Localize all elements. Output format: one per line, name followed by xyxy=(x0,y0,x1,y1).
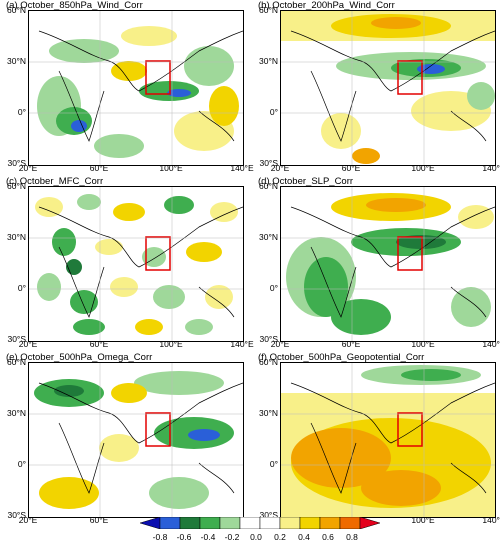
lat-label: 0° xyxy=(269,459,278,469)
lon-label: 100°E xyxy=(411,339,435,349)
lat-label: 30°N xyxy=(7,408,26,418)
lat-label: 0° xyxy=(17,283,26,293)
panel-title: (f) October_500hPa_Geopotential_Corr xyxy=(258,352,425,363)
lon-label: 20°E xyxy=(18,515,38,525)
lat-label: 60°N xyxy=(7,181,26,191)
map-plot xyxy=(28,362,244,518)
region-box xyxy=(145,60,171,95)
panel-title: (c) October_MFC_Corr xyxy=(6,176,104,187)
lat-label: 60°N xyxy=(259,357,278,367)
lon-label: 60°E xyxy=(89,339,109,349)
lat-label: 0° xyxy=(17,107,26,117)
region-box xyxy=(145,236,171,271)
map-plot xyxy=(28,10,244,166)
lon-label: 20°E xyxy=(270,339,290,349)
lat-label: 0° xyxy=(17,459,26,469)
lat-label: 30°S xyxy=(259,158,278,168)
colorbar-cell xyxy=(319,517,341,529)
colorbar-cell xyxy=(199,517,221,529)
lat-label: 30°N xyxy=(259,408,278,418)
colorbar-cell xyxy=(140,517,161,529)
colorbar-label: 0.8 xyxy=(346,532,358,542)
map-plot xyxy=(280,186,496,342)
lat-label: 60°N xyxy=(7,357,26,367)
lat-label: 30°S xyxy=(7,510,26,520)
lon-label: 140°E xyxy=(230,163,254,173)
panel-a: (a) October_850hPa_Wind_Corr 60°N 30°N 0… xyxy=(0,0,254,176)
panel-title: (a) October_850hPa_Wind_Corr xyxy=(6,0,143,11)
lon-label: 20°E xyxy=(18,163,38,173)
lat-label: 30°N xyxy=(259,232,278,242)
lon-label: 140°E xyxy=(482,515,500,525)
colorbar-cell xyxy=(359,517,380,529)
lat-label: 60°N xyxy=(7,5,26,15)
region-box xyxy=(397,236,423,271)
colorbar-label: -0.8 xyxy=(152,532,168,542)
lat-label: 30°N xyxy=(7,56,26,66)
region-box xyxy=(145,412,171,447)
lon-label: 20°E xyxy=(18,339,38,349)
colorbar-label: -0.4 xyxy=(200,532,216,542)
colorbar-label: 0.0 xyxy=(250,532,262,542)
panel-title: (e) October_500hPa_Omega_Corr xyxy=(6,352,153,363)
lat-label: 30°S xyxy=(259,510,278,520)
lon-label: 60°E xyxy=(89,515,109,525)
lat-label: 30°N xyxy=(7,232,26,242)
lon-label: 100°E xyxy=(159,339,183,349)
colorbar-label: -0.6 xyxy=(176,532,192,542)
panel-title: (b) October_200hPa_Wind_Corr xyxy=(258,0,395,11)
panel-f: (f) October_500hPa_Geopotential_Corr 60°… xyxy=(252,352,500,528)
lon-label: 60°E xyxy=(89,163,109,173)
colorbar-label: -0.2 xyxy=(224,532,240,542)
lon-label: 20°E xyxy=(270,163,290,173)
colorbar-label: 0.2 xyxy=(274,532,286,542)
colorbar-cell xyxy=(279,517,301,529)
lon-label: 140°E xyxy=(482,339,500,349)
colorbar-label: 0.4 xyxy=(298,532,310,542)
colorbar-cell xyxy=(179,517,201,529)
lon-label: 100°E xyxy=(411,515,435,525)
lat-label: 60°N xyxy=(259,5,278,15)
lat-label: 0° xyxy=(269,283,278,293)
panel-d: (d) October_SLP_Corr 60°N 30°N 0° 30°S 2… xyxy=(252,176,500,352)
panel-title: (d) October_SLP_Corr xyxy=(258,176,354,187)
colorbar-cell xyxy=(259,517,281,529)
colorbar-cell xyxy=(159,517,181,529)
panel-e: (e) October_500hPa_Omega_Corr 60°N 30°N … xyxy=(0,352,254,528)
lon-label: 140°E xyxy=(230,339,254,349)
colorbar-cell xyxy=(219,517,241,529)
colorbar-cell xyxy=(299,517,321,529)
colorbar xyxy=(140,517,380,529)
colorbar-cell xyxy=(339,517,361,529)
colorbar-cell xyxy=(239,517,261,529)
colorbar-label: 0.6 xyxy=(322,532,334,542)
lon-label: 60°E xyxy=(341,163,361,173)
map-plot xyxy=(280,10,496,166)
lon-label: 60°E xyxy=(341,339,361,349)
lat-label: 30°S xyxy=(259,334,278,344)
panel-b: (b) October_200hPa_Wind_Corr 60°N 30°N 0… xyxy=(252,0,500,176)
panel-c: (c) October_MFC_Corr 60°N 30°N 0° 30°S xyxy=(0,176,254,352)
lat-label: 30°S xyxy=(7,334,26,344)
lon-label: 140°E xyxy=(482,163,500,173)
lat-label: 60°N xyxy=(259,181,278,191)
lon-label: 100°E xyxy=(411,163,435,173)
region-box xyxy=(397,412,423,447)
lon-label: 100°E xyxy=(159,163,183,173)
lat-label: 30°N xyxy=(259,56,278,66)
lat-label: 30°S xyxy=(7,158,26,168)
map-plot xyxy=(280,362,496,518)
region-box xyxy=(397,60,423,95)
map-plot xyxy=(28,186,244,342)
lat-label: 0° xyxy=(269,107,278,117)
